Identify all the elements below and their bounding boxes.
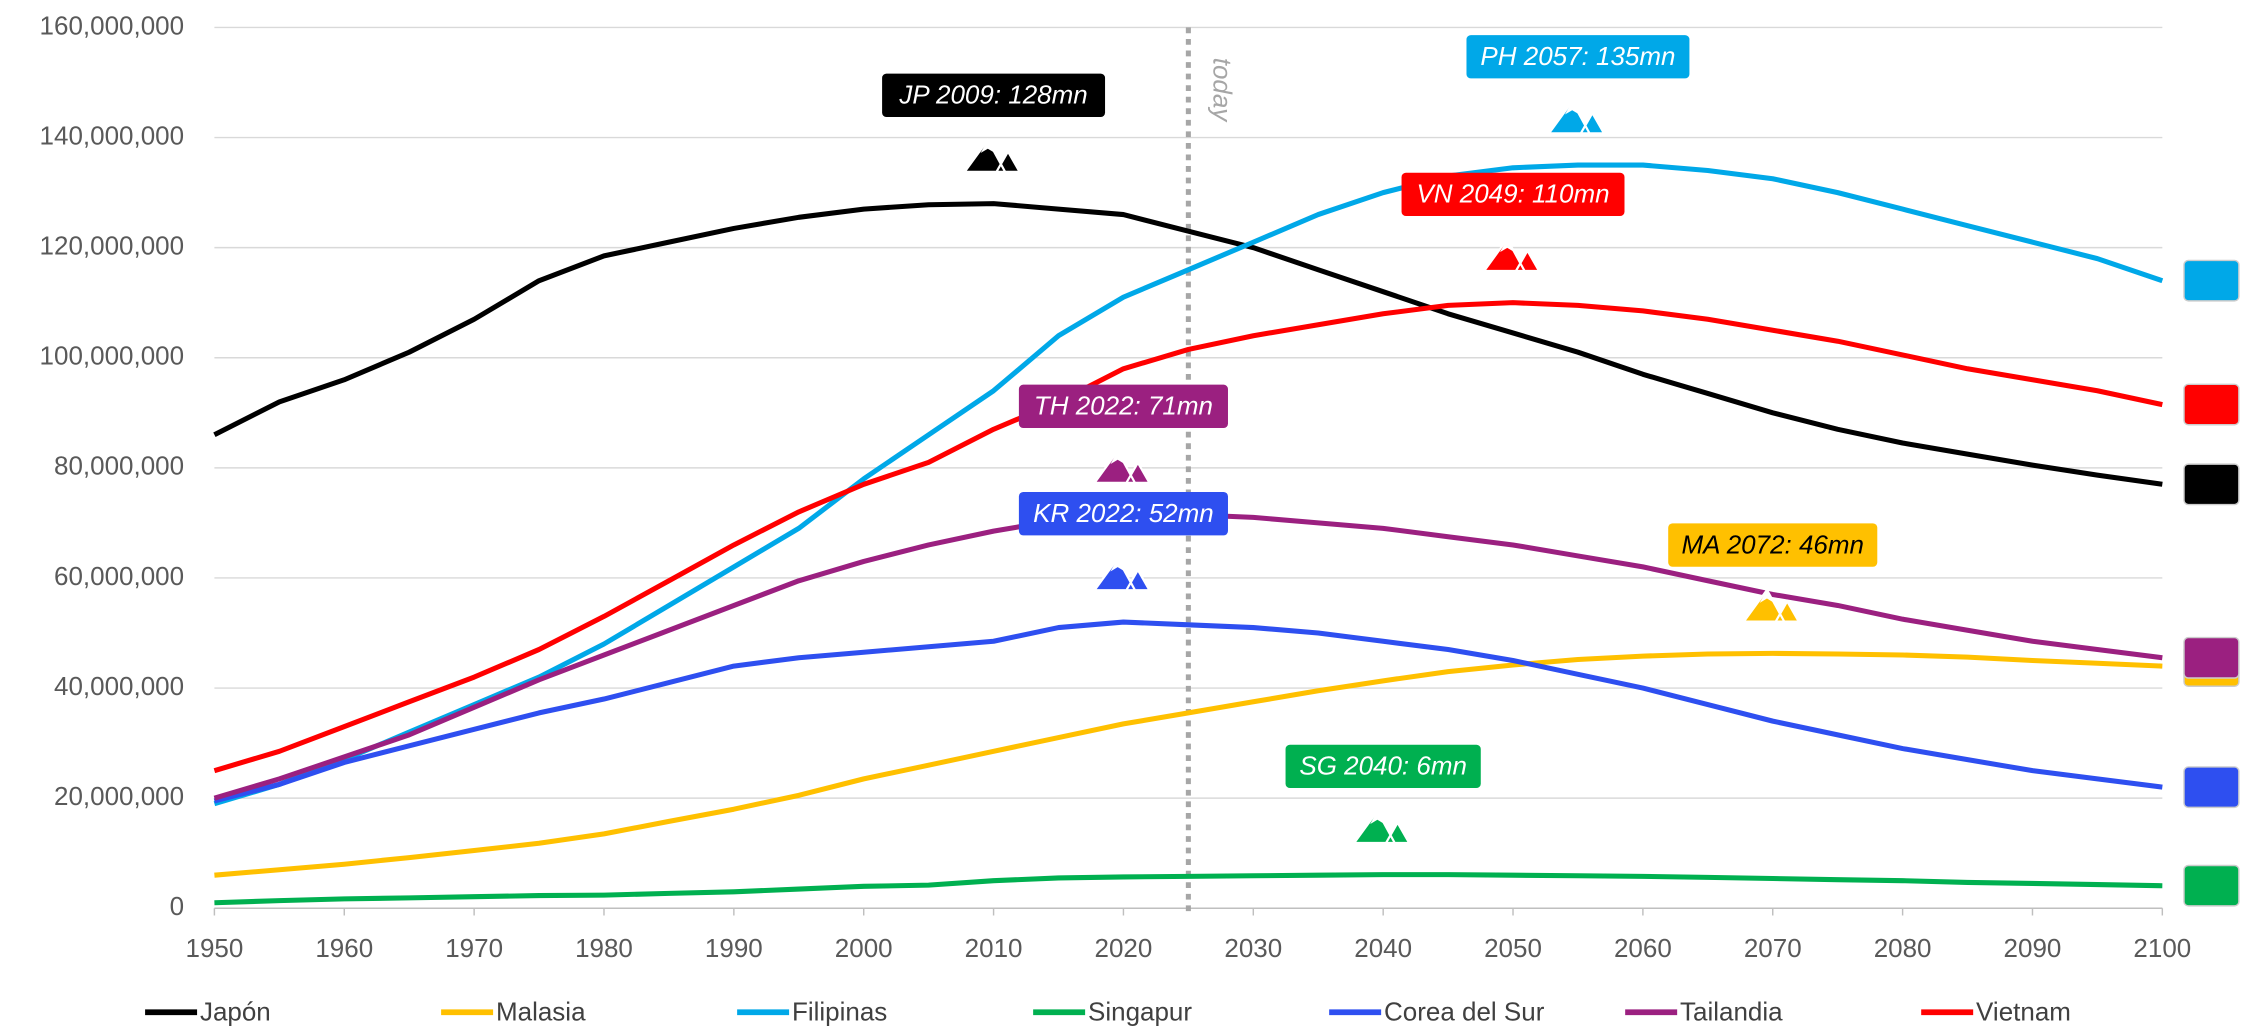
annotation-box (1285, 744, 1481, 789)
series-line (213, 201, 2163, 487)
series-line (214, 872, 2163, 906)
annotation-box (1018, 492, 1228, 536)
annotation-label: MA 2072: 46mn (1682, 529, 1864, 559)
legend-label: Singapur (1088, 997, 1192, 1027)
y-tick-label: 0 (170, 891, 184, 921)
x-tick-label: 2010 (965, 933, 1023, 963)
mountain-icon (1546, 99, 1606, 135)
mountain-icon (1092, 556, 1152, 592)
mountain-icon (1482, 237, 1541, 273)
series-line (213, 300, 2163, 774)
x-tick-label: 1960 (315, 933, 373, 963)
series-line (214, 650, 2163, 878)
y-tick-label: 160,000,000 (40, 10, 185, 40)
mountain-snow (1500, 239, 1515, 253)
mountain-snow (1110, 451, 1125, 465)
legend-label: Japón (200, 997, 271, 1027)
annotation-label: JP 2009: 128mn (898, 80, 1087, 110)
annotation: TH 2022: 71mn (1018, 384, 2240, 679)
y-tick-label: 60,000,000 (54, 561, 184, 591)
x-tick-label: 2000 (835, 933, 893, 963)
legend-label: Vietnam (1976, 997, 2071, 1027)
legend-label: Filipinas (792, 997, 887, 1027)
flag-icon (2183, 383, 2240, 426)
mountain-snow (1370, 811, 1385, 825)
x-tick-label: 2080 (1874, 933, 1932, 963)
annotation: SG 2040: 6mn (1285, 744, 2240, 907)
x-tick-label: 2100 (2133, 933, 2191, 963)
x-tick-label: 2060 (1614, 933, 1672, 963)
y-tick-label: 120,000,000 (40, 231, 185, 261)
flag-icon (2183, 259, 2240, 302)
y-tick-label: 80,000,000 (54, 451, 184, 481)
mountain-snow (1564, 101, 1580, 115)
annotation-label: PH 2057: 135mn (1480, 41, 1675, 71)
annotation-box (882, 73, 1106, 117)
mountain-icon (962, 138, 1022, 173)
legend-label: Corea del Sur (1384, 997, 1545, 1027)
today-label: today (1207, 58, 1237, 124)
x-tick-label: 2050 (1484, 933, 1542, 963)
x-tick-label: 1950 (185, 933, 243, 963)
y-tick-label: 100,000,000 (40, 341, 185, 371)
annotation-box (1668, 523, 1878, 567)
annotation-box (1466, 35, 1690, 79)
mountain-snow (980, 140, 996, 154)
annotation-label: TH 2022: 71mn (1034, 391, 1213, 421)
mountain-snow (1759, 589, 1775, 603)
flag-icon (2183, 636, 2240, 679)
y-tick-label: 40,000,000 (54, 671, 184, 701)
x-tick-label: 1990 (705, 933, 763, 963)
series-line (213, 162, 2164, 807)
annotation: MA 2072: 46mn (1668, 523, 2240, 687)
x-tick-label: 1980 (575, 933, 633, 963)
annotation: KR 2022: 52mn (1018, 492, 2240, 809)
mountain-icon (1741, 587, 1801, 623)
x-tick-label: 1970 (445, 933, 503, 963)
flag-icon (2183, 864, 2240, 907)
series-line (213, 619, 2163, 804)
annotation: JP 2009: 128mn (882, 73, 2240, 506)
mountain-icon (1352, 809, 1412, 844)
legend-label: Tailandia (1680, 997, 1783, 1027)
x-tick-label: 2070 (1744, 933, 1802, 963)
x-tick-label: 2020 (1095, 933, 1153, 963)
y-tick-label: 20,000,000 (54, 781, 184, 811)
annotation-label: SG 2040: 6mn (1299, 751, 1467, 781)
x-tick-label: 2090 (2004, 933, 2062, 963)
annotation: PH 2057: 135mn (1466, 35, 2240, 302)
annotation-label: VN 2049: 110mn (1416, 179, 1609, 209)
annotation: VN 2049: 110mn (1401, 172, 2240, 426)
mountain-snow (1110, 558, 1125, 572)
annotation-box (1401, 172, 1625, 217)
x-tick-label: 2030 (1224, 933, 1282, 963)
flag-icon (2183, 766, 2240, 809)
legend-label: Malasia (496, 997, 586, 1027)
mountain-icon (1092, 449, 1152, 484)
x-tick-label: 2040 (1354, 933, 1412, 963)
annotation-label: KR 2022: 52mn (1033, 498, 1214, 528)
y-tick-label: 140,000,000 (40, 120, 185, 150)
flag-icon (2183, 463, 2240, 506)
annotation-box (1018, 384, 1228, 429)
